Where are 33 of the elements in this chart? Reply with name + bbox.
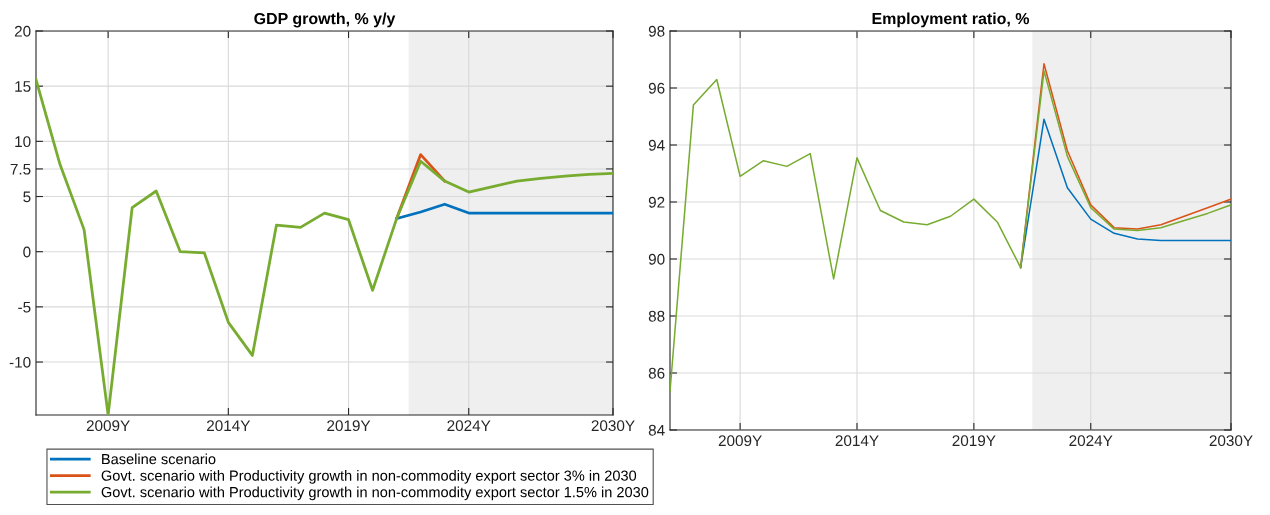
y-tick-label: -10 — [9, 356, 31, 368]
x-tick-label: 2024Y — [447, 420, 491, 432]
x-tick-label: 2009Y — [86, 420, 130, 432]
y-tick-label: 98 — [648, 25, 665, 37]
y-tick-label: 92 — [648, 196, 665, 208]
x-tick-label: 2014Y — [835, 435, 879, 447]
y-tick-label: 84 — [648, 424, 665, 436]
y-tick-label: -5 — [18, 301, 31, 313]
line-series — [395, 202, 613, 220]
x-tick-label: 2014Y — [207, 420, 251, 432]
y-tick-label: 90 — [648, 253, 665, 265]
y-tick-label: 94 — [648, 139, 665, 151]
legend-label: Govt. scenario with Productivity growth in non-commodity export sector 3% in 2030 — [101, 470, 637, 484]
x-tick-label: 2019Y — [952, 435, 996, 447]
chart-title: Employment ratio, % — [872, 12, 1030, 28]
legend-label: Baseline scenario — [102, 453, 216, 465]
y-tick-label: 10 — [15, 136, 31, 148]
x-tick-label: 2030Y — [591, 420, 635, 432]
y-tick-label: 20 — [14, 25, 31, 37]
y-tick-label: 86 — [648, 367, 665, 379]
y-tick-label: 0 — [23, 246, 31, 258]
y-tick-label: 96 — [648, 82, 665, 94]
x-tick-label: 2024Y — [1069, 435, 1113, 447]
y-tick-label: 7.5 — [10, 163, 31, 175]
y-tick-label: 88 — [648, 310, 665, 322]
line-series — [670, 70, 1231, 393]
chart-title: GDP growth, % y/y — [254, 12, 396, 28]
y-tick-label: 5 — [23, 191, 31, 203]
x-tick-label: 2009Y — [718, 435, 762, 447]
legend-label: Govt. scenario with Productivity growth in non-commodity export sector 1.5% in 2030 — [101, 486, 649, 501]
x-tick-label: 2030Y — [1209, 435, 1253, 447]
x-tick-label: 2019Y — [327, 420, 371, 432]
y-tick-label: 15 — [15, 81, 31, 92]
